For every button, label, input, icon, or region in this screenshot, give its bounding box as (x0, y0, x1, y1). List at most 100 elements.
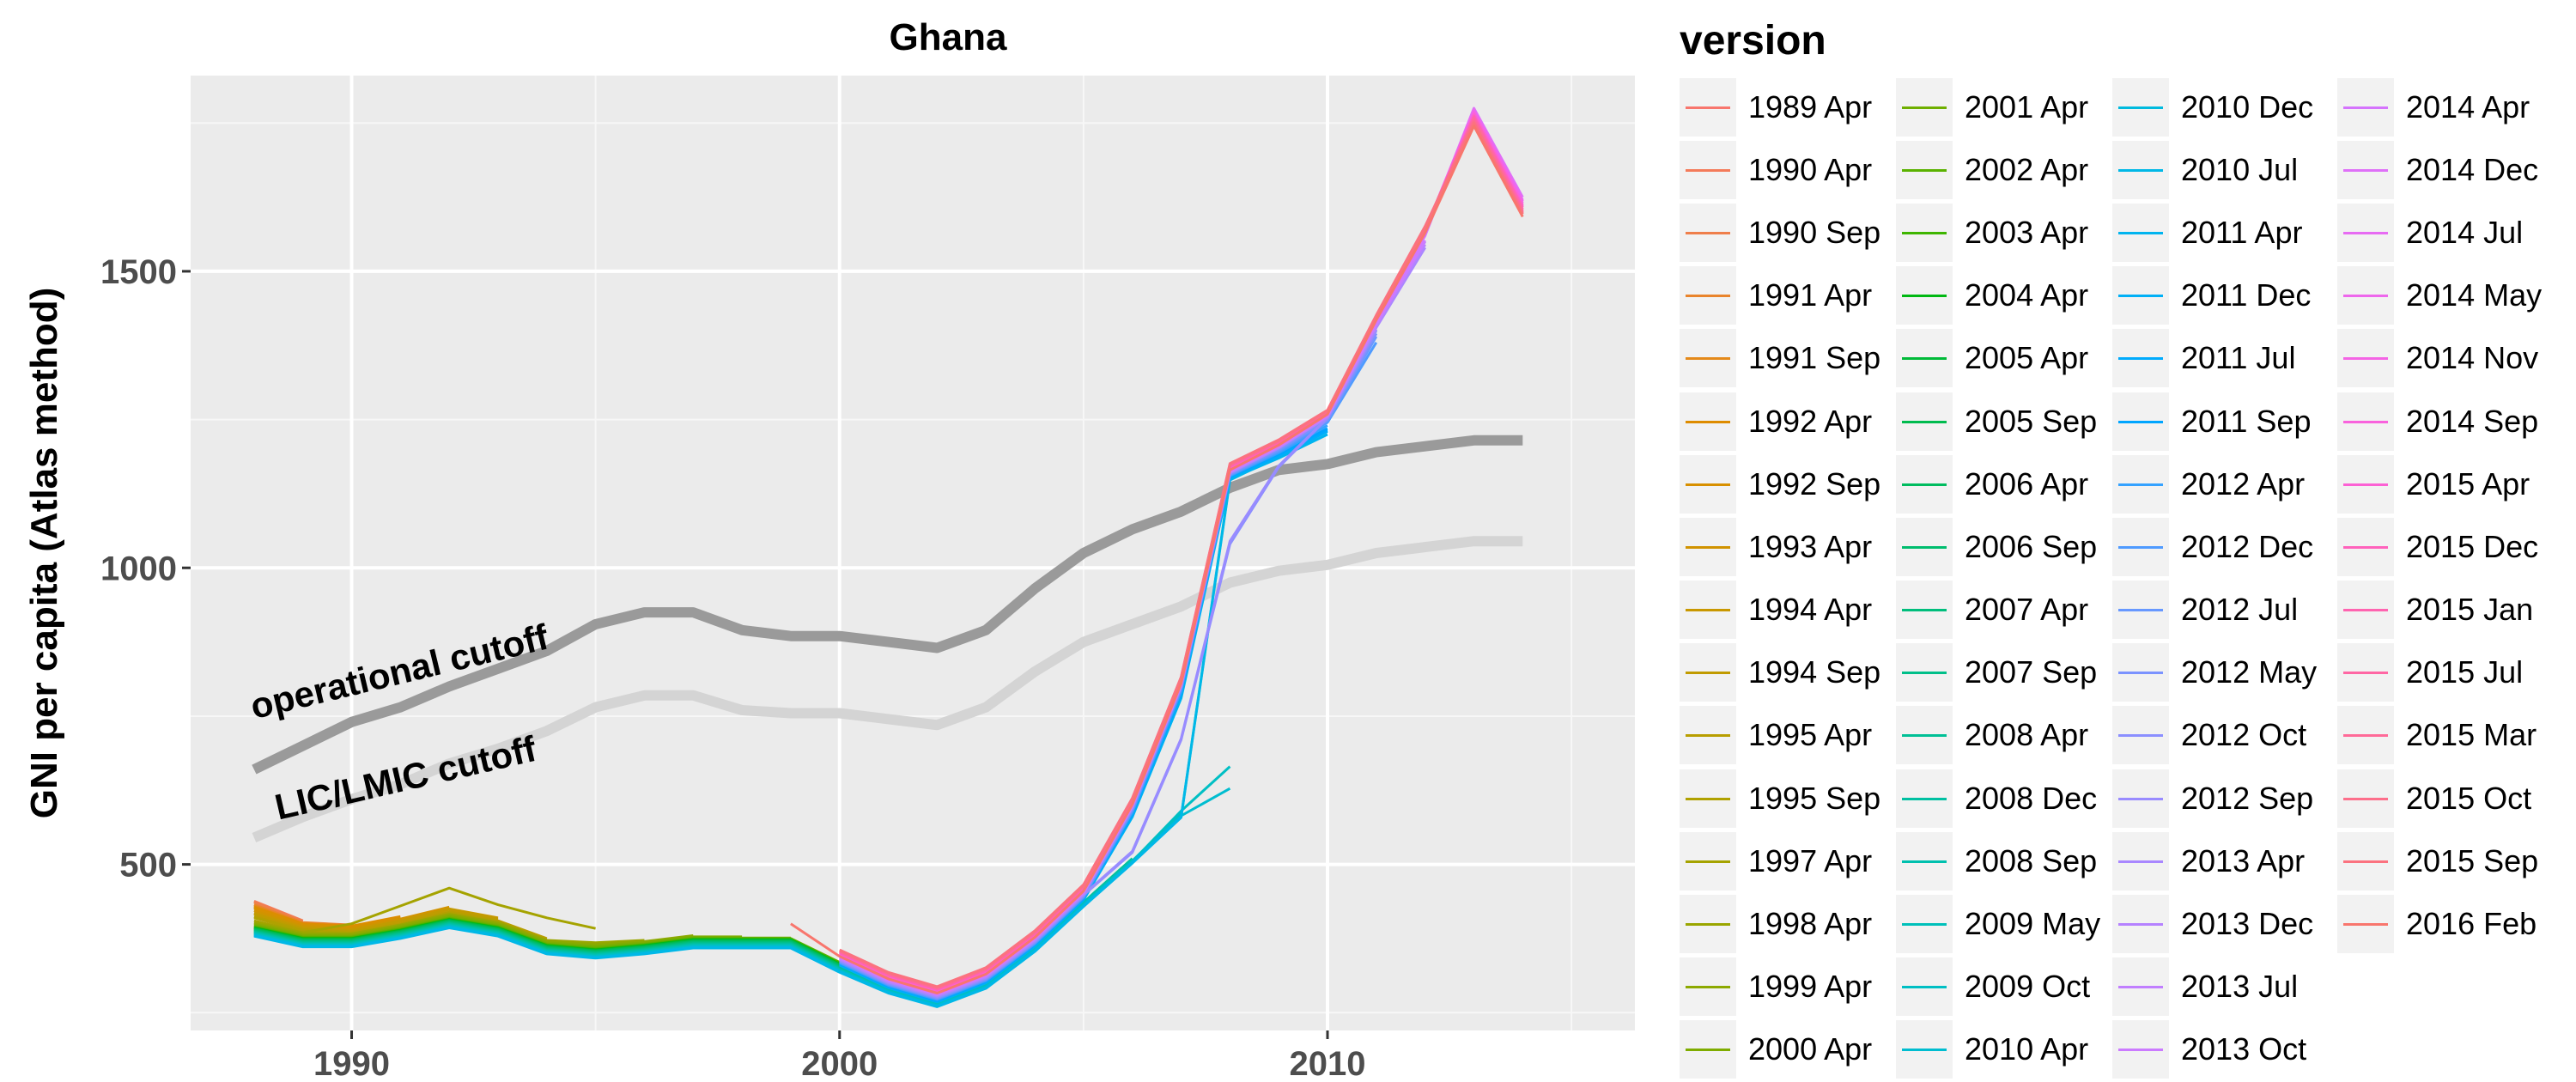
legend-key (1680, 266, 1736, 325)
legend-key (1896, 329, 1953, 388)
legend-label: 2007 Sep (1965, 654, 2098, 690)
legend-key (2337, 581, 2394, 640)
legend-title: version (1680, 18, 1826, 64)
legend-key (1680, 581, 1736, 640)
legend-swatch (2118, 545, 2163, 549)
legend-key (2337, 643, 2394, 702)
legend-label: 1991 Sep (1748, 340, 1881, 376)
legend-item: 2011 Sep (2112, 390, 2337, 453)
legend-label: 1990 Apr (1748, 151, 1873, 187)
legend-label: 1995 Apr (1748, 717, 1873, 753)
legend-key (1896, 831, 1953, 891)
legend-swatch (1902, 231, 1947, 234)
legend-key (2112, 581, 2169, 640)
legend-label: 2013 Dec (2181, 906, 2314, 942)
legend-item: 2004 Apr (1896, 264, 2112, 327)
legend-label: 2014 Apr (2406, 88, 2530, 125)
legend-swatch (2118, 357, 2163, 361)
legend-key (2337, 392, 2394, 451)
legend-item: 1997 Apr (1680, 830, 1896, 892)
legend-key (2112, 769, 2169, 828)
legend-item: 2014 Nov (2337, 327, 2562, 390)
legend-swatch (1686, 1049, 1730, 1052)
legend-label: 2005 Apr (1965, 340, 2089, 376)
legend-item: 2005 Apr (1896, 327, 2112, 390)
series-line (253, 901, 304, 923)
legend-item: 1994 Apr (1680, 579, 1896, 641)
legend-item: 2008 Sep (1896, 830, 2112, 892)
legend-label: 1989 Apr (1748, 88, 1873, 125)
legend-label: 2004 Apr (1965, 277, 2089, 313)
legend-key (1680, 957, 1736, 1017)
legend-label: 2012 Apr (2181, 465, 2306, 501)
legend-swatch (1902, 860, 1947, 863)
legend-item: 2012 Oct (2112, 704, 2337, 767)
legend-swatch (1686, 231, 1730, 234)
legend-swatch (2343, 168, 2388, 172)
legend-key (1896, 517, 1953, 576)
legend-label: 1993 Apr (1748, 528, 1873, 564)
legend-swatch (2118, 168, 2163, 172)
legend-key (1896, 454, 1953, 514)
legend-swatch (2343, 797, 2388, 800)
legend-key (1680, 643, 1736, 702)
legend-item: 2015 Dec (2337, 515, 2562, 578)
legend-key (1896, 1020, 1953, 1079)
legend-item: 2012 Apr (2112, 453, 2337, 515)
legend-label: 2002 Apr (1965, 151, 2089, 187)
legend-item: 2011 Dec (2112, 264, 2337, 327)
legend-key (1896, 706, 1953, 765)
legend-item: 2012 Sep (2112, 767, 2337, 830)
legend-item: 2001 Apr (1896, 76, 2112, 138)
legend-swatch (2343, 295, 2388, 298)
legend-item: 1999 Apr (1680, 956, 1896, 1018)
legend-item: 1993 Apr (1680, 515, 1896, 578)
legend-swatch (1902, 734, 1947, 738)
legend-key (1680, 454, 1736, 514)
cutoff-line (252, 435, 1523, 775)
legend-key (2337, 831, 2394, 891)
legend-swatch (1686, 106, 1730, 109)
legend-label: 2014 May (2406, 277, 2543, 313)
legend-label: 2014 Sep (2406, 403, 2539, 439)
legend-swatch (1686, 483, 1730, 486)
legend-swatch (2343, 734, 2388, 738)
legend-key (2337, 203, 2394, 262)
legend-item: 2013 Jul (2112, 956, 2337, 1018)
legend-swatch (1902, 545, 1947, 549)
x-tick-label: 2000 (801, 1045, 878, 1082)
legend-item: 2014 May (2337, 264, 2562, 327)
legend-label: 2014 Dec (2406, 151, 2539, 187)
legend-swatch (1902, 106, 1947, 109)
legend-key (1680, 1020, 1736, 1079)
legend-swatch (1902, 672, 1947, 675)
y-tick-label: 1000 (100, 550, 177, 587)
legend-item: 2003 Apr (1896, 201, 2112, 264)
legend-swatch (2118, 734, 2163, 738)
legend-label: 2007 Apr (1965, 592, 2089, 628)
legend-label: 2008 Apr (1965, 717, 2089, 753)
legend-label: 1990 Sep (1748, 214, 1881, 250)
legend-key (1896, 957, 1953, 1017)
legend-item: 2014 Sep (2337, 390, 2562, 453)
legend-key (1680, 77, 1736, 137)
cutoff-lines (252, 435, 1523, 843)
legend-label: 2015 Jan (2406, 592, 2534, 628)
legend-key (2337, 77, 2394, 137)
legend-swatch (1902, 295, 1947, 298)
axis-ticks: 500 1000 1500 1990 2000 2010 (100, 253, 1365, 1082)
legend-label: 2015 Dec (2406, 528, 2539, 564)
legend-item: 1991 Apr (1680, 264, 1896, 327)
legend-key (1680, 769, 1736, 828)
legend-swatch (1686, 860, 1730, 863)
legend-label: 1999 Apr (1748, 969, 1873, 1005)
legend-item: 2015 Oct (2337, 767, 2562, 830)
legend-label: 2010 Dec (2181, 88, 2314, 125)
legend-swatch (1686, 797, 1730, 800)
legend-key (2112, 140, 2169, 199)
legend-swatch (2118, 923, 2163, 927)
legend-swatch (2118, 106, 2163, 109)
legend-item: 2011 Jul (2112, 327, 2337, 390)
legend-item: 1998 Apr (1680, 892, 1896, 955)
